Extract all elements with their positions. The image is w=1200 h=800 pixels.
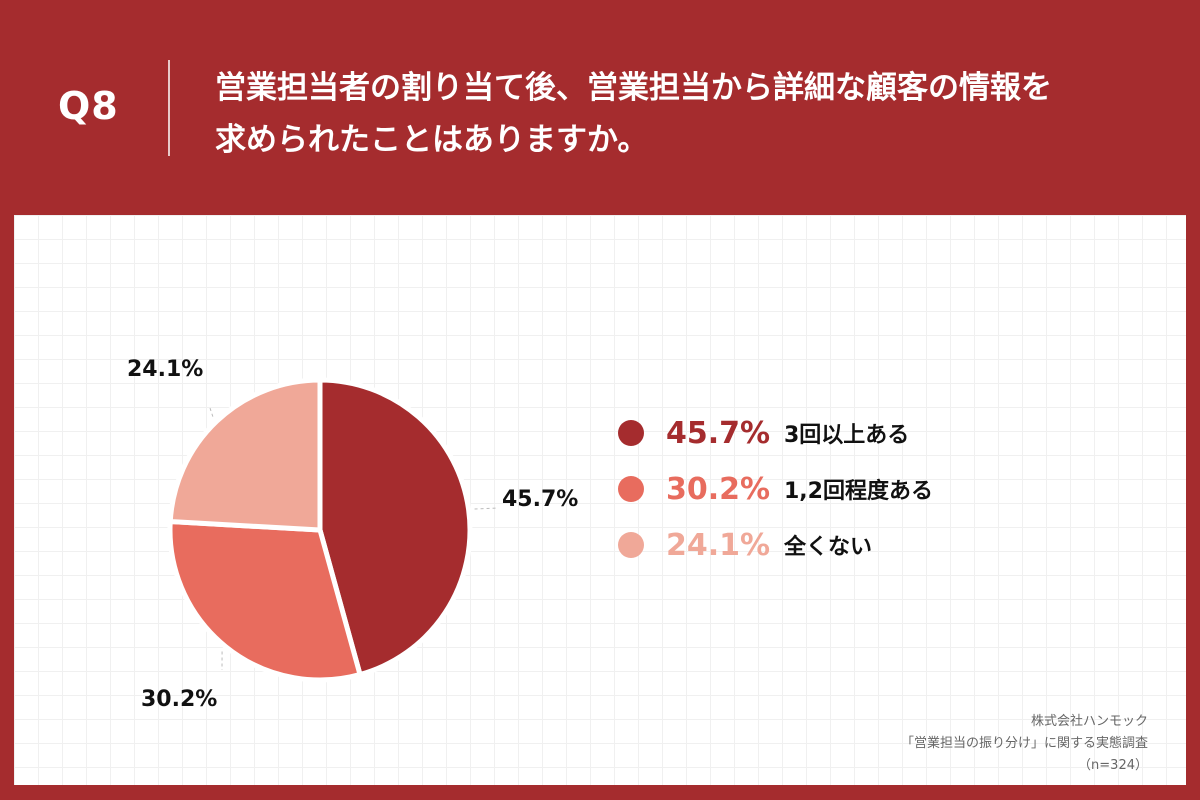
legend-percent: 24.1% [666,527,771,563]
source-survey: 「営業担当の振り分け」に関する実態調査 [900,736,1148,751]
source-company: 株式会社ハンモック [1030,714,1148,729]
pie-chart [167,377,499,683]
header: Q8 営業担当者の割り当て後、営業担当から詳細な顧客の情報を 求められたことはあ… [0,0,1200,215]
source-note: 株式会社ハンモック 「営業担当の振り分け」に関する実態調査 （n=324） [901,711,1148,777]
legend: 45.7% 3回以上ある 30.2% 1,2回程度ある 24.1% 全くない [618,405,933,573]
legend-item: 24.1% 全くない [618,517,933,573]
slice-label-3-or-more: 45.7% [502,487,579,512]
legend-label: 3回以上ある [784,423,910,448]
legend-item: 30.2% 1,2回程度ある [618,461,933,517]
header-divider [168,60,170,156]
slice-label-never: 24.1% [127,357,204,382]
leader-line [474,507,499,510]
legend-percent: 30.2% [666,471,771,507]
legend-dot-icon [618,532,644,558]
slice-3-or-more [317,377,473,678]
legend-percent: 45.7% [666,415,771,451]
legend-label: 1,2回程度ある [784,479,933,504]
legend-dot-icon [618,420,644,446]
legend-dot-icon [618,476,644,502]
legend-label: 全くない [784,535,873,560]
slice-1-2-times [167,519,363,683]
legend-item: 45.7% 3回以上ある [618,405,933,461]
slice-never [167,377,323,533]
chart-panel: 45.7% 30.2% 24.1% 45.7% 3回以上ある 30.2% 1,2… [14,215,1186,785]
slice-label-1-2-times: 30.2% [141,687,218,712]
leader-line [209,407,214,417]
question-title: 営業担当者の割り当て後、営業担当から詳細な顧客の情報を 求められたことはあります… [215,70,1052,158]
source-sample: （n=324） [1078,758,1148,773]
question-number: Q8 [58,84,119,128]
